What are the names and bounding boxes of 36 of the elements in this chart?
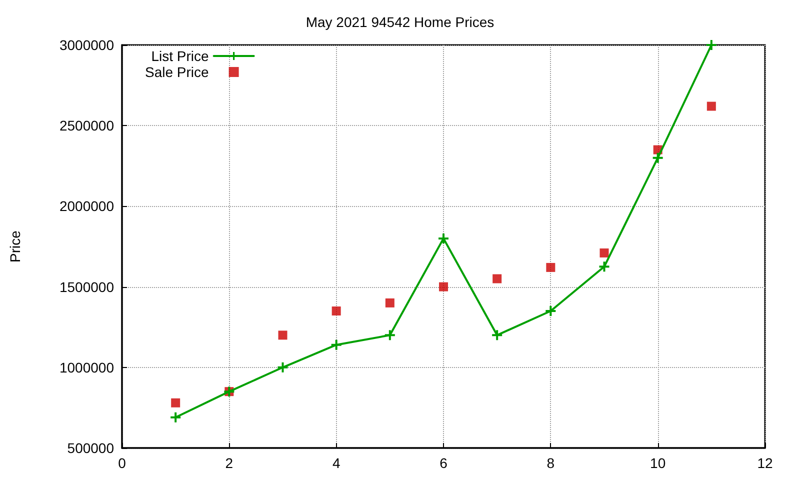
point (546, 262, 556, 272)
point (599, 262, 610, 272)
point (385, 298, 394, 308)
x-tick-label: 10 (650, 455, 666, 471)
point (492, 274, 502, 284)
point (600, 248, 609, 258)
x-tick-label: 6 (440, 455, 448, 471)
point (652, 152, 663, 163)
y-tick-label: 500000 (67, 440, 114, 456)
point (170, 412, 181, 422)
point (331, 340, 342, 350)
point (438, 233, 448, 244)
x-tick-label: 0 (118, 455, 126, 471)
legend-label: Sale Price (144, 64, 210, 80)
point (706, 40, 716, 50)
chart-title: May 2021 94542 Home Prices (306, 14, 494, 30)
point (278, 362, 288, 372)
y-tick-label: 2000000 (59, 198, 114, 214)
point (384, 330, 395, 340)
point (171, 398, 180, 408)
point (706, 102, 716, 111)
y-tick-label: 2500000 (59, 118, 114, 134)
point (332, 306, 341, 316)
x-tick-label: 4 (332, 455, 340, 471)
point (492, 330, 502, 340)
x-tick-label: 8 (546, 455, 555, 471)
legend-label: List Price (151, 48, 210, 64)
y-axis-title: Price (7, 230, 23, 262)
point (439, 282, 448, 292)
y-tick-label: 3000000 (59, 37, 114, 53)
y-tick-label: 1500000 (59, 278, 114, 295)
point (546, 306, 556, 316)
x-tick-label: 2 (225, 455, 234, 471)
y-tick-label: 1000000 (59, 359, 114, 376)
point (278, 330, 288, 340)
x-tick-label: 12 (757, 455, 773, 471)
